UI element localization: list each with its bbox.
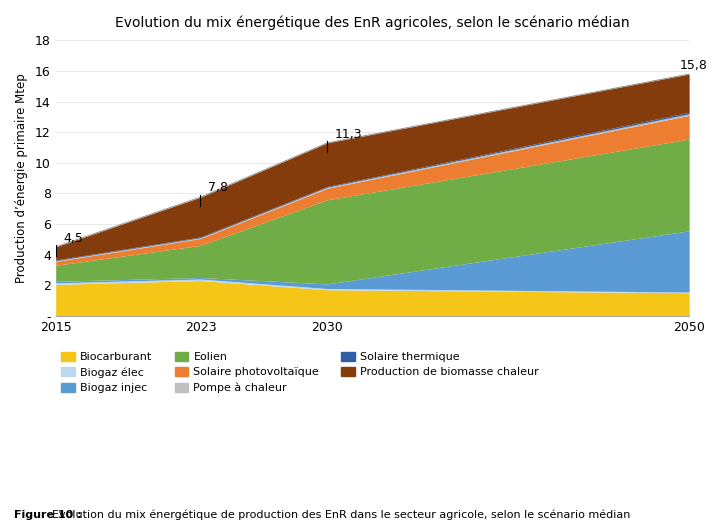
Title: Evolution du mix énergétique des EnR agricoles, selon le scénario médian: Evolution du mix énergétique des EnR agr… (115, 15, 630, 30)
Text: Figure 10 :: Figure 10 : (14, 510, 86, 520)
Text: 15,8: 15,8 (680, 59, 708, 72)
Legend: Biocarburant, Biogaz élec, Biogaz injec, Eolien, Solaire photovoltaïque, Pompe à: Biocarburant, Biogaz élec, Biogaz injec,… (62, 352, 539, 393)
Text: Evolution du mix énergétique de production des EnR dans le secteur agricole, sel: Evolution du mix énergétique de producti… (52, 510, 631, 520)
Text: 7,8: 7,8 (208, 181, 228, 194)
Text: 11,3: 11,3 (334, 128, 362, 140)
Text: 4,5: 4,5 (63, 232, 83, 244)
Y-axis label: Production d’énergie primaire Mtep: Production d’énergie primaire Mtep (15, 73, 28, 283)
